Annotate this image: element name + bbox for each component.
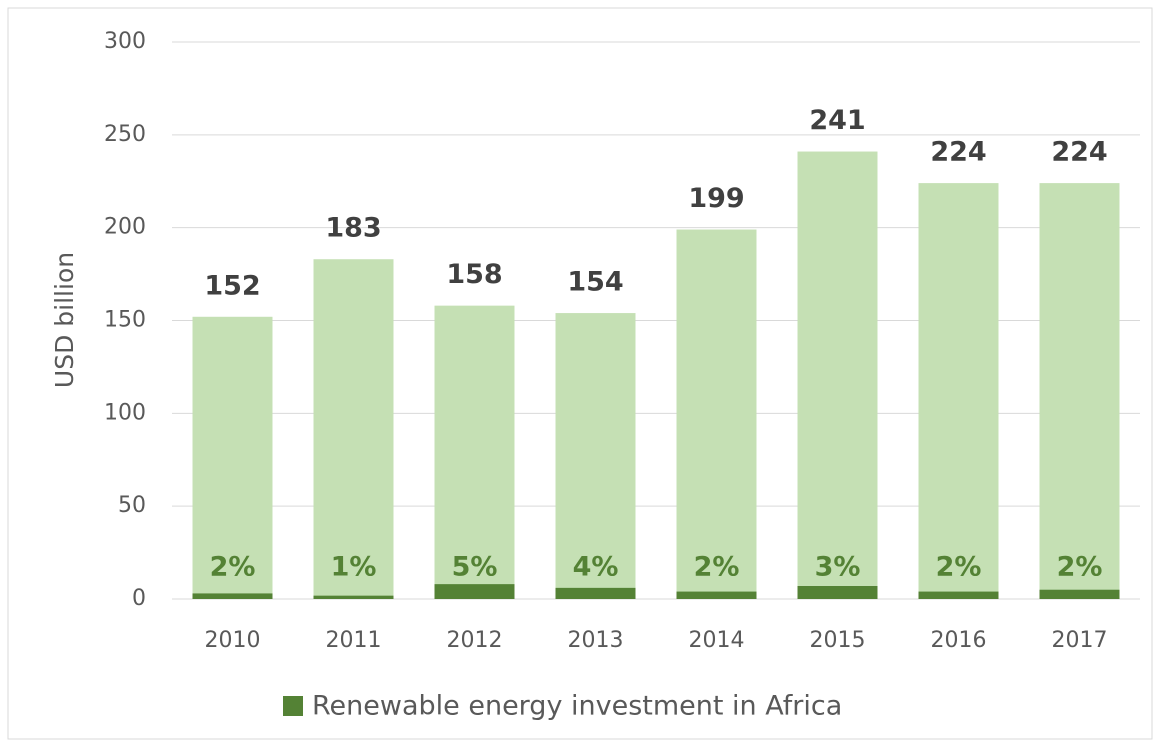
bar xyxy=(192,316,273,599)
y-tick-label: 50 xyxy=(118,493,146,518)
value-label: 241 xyxy=(809,105,865,136)
bar xyxy=(434,584,515,599)
bar xyxy=(434,305,515,599)
share-label: 2% xyxy=(694,552,740,583)
value-label: 152 xyxy=(204,270,260,301)
share-label: 2% xyxy=(936,552,982,583)
bar xyxy=(1039,589,1120,599)
y-tick-label: 100 xyxy=(104,400,146,425)
bar xyxy=(555,587,636,599)
bar xyxy=(797,586,878,599)
legend-label: Renewable energy investment in Africa xyxy=(312,691,842,722)
value-label: 154 xyxy=(567,267,623,298)
bar xyxy=(192,593,273,599)
bar xyxy=(555,313,636,599)
share-label: 1% xyxy=(331,552,377,583)
share-label: 2% xyxy=(1057,552,1103,583)
value-label: 183 xyxy=(325,213,381,244)
share-label: 4% xyxy=(573,552,619,583)
x-tick-label: 2014 xyxy=(689,628,745,653)
x-tick-label: 2013 xyxy=(568,628,624,653)
y-tick-label: 150 xyxy=(104,308,146,333)
x-tick-label: 2015 xyxy=(810,628,866,653)
value-label: 158 xyxy=(446,259,502,290)
bar xyxy=(918,183,999,599)
bar xyxy=(1039,183,1120,599)
value-label: 224 xyxy=(1051,137,1107,168)
legend-swatch xyxy=(283,696,303,716)
x-tick-label: 2012 xyxy=(447,628,503,653)
bar xyxy=(918,591,999,599)
value-label: 199 xyxy=(688,183,744,214)
share-label: 5% xyxy=(452,552,498,583)
share-label: 2% xyxy=(210,552,256,583)
x-tick-label: 2016 xyxy=(931,628,987,653)
y-tick-label: 0 xyxy=(132,586,146,611)
bar xyxy=(676,229,757,600)
x-tick-label: 2017 xyxy=(1052,628,1108,653)
bar xyxy=(676,591,757,599)
bar xyxy=(313,259,394,599)
y-axis-label: USD billion xyxy=(50,252,79,388)
y-tick-label: 200 xyxy=(104,215,146,240)
y-tick-label: 250 xyxy=(104,122,146,147)
x-tick-label: 2011 xyxy=(326,628,382,653)
bar xyxy=(797,151,878,599)
share-label: 3% xyxy=(815,552,861,583)
x-tick-label: 2010 xyxy=(205,628,261,653)
value-label: 224 xyxy=(930,137,986,168)
bar xyxy=(313,595,394,599)
y-tick-label: 300 xyxy=(104,29,146,54)
